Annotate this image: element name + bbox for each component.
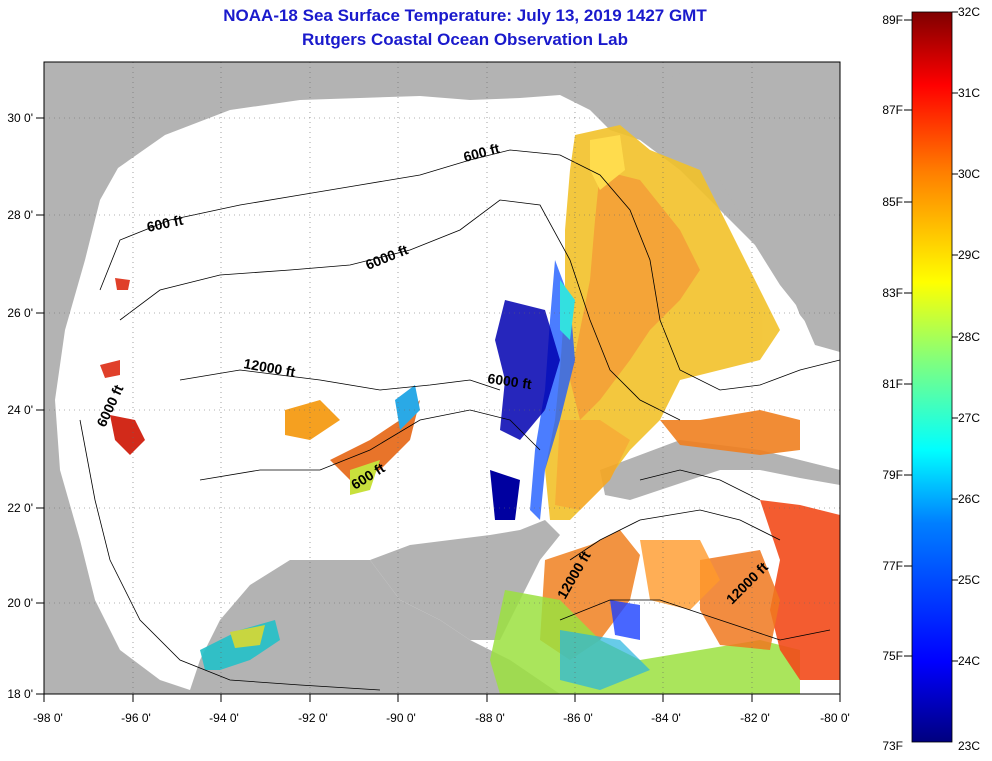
lat-label: 28 0'	[7, 208, 33, 222]
c-label: 32C	[958, 5, 980, 19]
f-label: 89F	[882, 13, 903, 27]
c-label: 25C	[958, 573, 980, 587]
c-label: 23C	[958, 739, 980, 753]
sst-swath-bay-campeche	[200, 620, 280, 670]
f-label: 73F	[882, 739, 903, 753]
map-title: NOAA-18 Sea Surface Temperature: July 13…	[223, 6, 707, 25]
lon-label: -86 0'	[563, 711, 593, 725]
lat-label: 20 0'	[7, 596, 33, 610]
c-label: 29C	[958, 248, 980, 262]
lon-label: -90 0'	[386, 711, 416, 725]
f-label: 75F	[882, 649, 903, 663]
bathymetry-contours	[79, 149, 840, 691]
contour-label: 600 ft	[145, 212, 184, 235]
colorbar-c-labels: 32C 31C 30C 29C 28C 27C 26C 25C 24C 23C	[958, 5, 980, 753]
lon-label: -88 0'	[475, 711, 505, 725]
sst-swath-caribbean	[640, 500, 840, 680]
lat-label: 30 0'	[7, 111, 33, 125]
f-label: 85F	[882, 195, 903, 209]
lon-label: -92 0'	[298, 711, 328, 725]
sst-swath-mexico-coast	[100, 278, 145, 455]
c-label: 31C	[958, 86, 980, 100]
lon-label: -80 0'	[820, 711, 850, 725]
lon-label: -98 0'	[33, 711, 63, 725]
sst-swath-cold-edge	[490, 260, 575, 520]
colorbar-ticks	[904, 11, 958, 662]
f-label: 79F	[882, 468, 903, 482]
c-label: 24C	[958, 654, 980, 668]
lat-labels: 30 0' 28 0' 26 0' 24 0' 22 0' 20 0' 18 0…	[7, 111, 33, 701]
lon-label: -94 0'	[209, 711, 239, 725]
f-label: 77F	[882, 559, 903, 573]
c-label: 28C	[958, 330, 980, 344]
f-label: 81F	[882, 377, 903, 391]
florida-land	[630, 62, 840, 345]
colorbar-f-labels: 89F 87F 85F 83F 81F 79F 77F 75F 73F	[882, 13, 903, 753]
sst-swath-yucatan-channel	[490, 530, 800, 694]
f-label: 87F	[882, 103, 903, 117]
c-label: 30C	[958, 167, 980, 181]
f-label: 83F	[882, 286, 903, 300]
c-label: 26C	[958, 492, 980, 506]
lat-label: 18 0'	[7, 687, 33, 701]
cuba-land	[600, 440, 840, 500]
c-label: 27C	[958, 411, 980, 425]
lon-label: -96 0'	[121, 711, 151, 725]
lon-labels: -98 0' -96 0' -94 0' -92 0' -90 0' -88 0…	[33, 711, 850, 725]
lon-label: -82 0'	[740, 711, 770, 725]
contour-label: 6000 ft	[487, 370, 533, 392]
lat-label: 26 0'	[7, 306, 33, 320]
colorbar	[911, 11, 953, 743]
grid-lines	[44, 62, 840, 694]
lat-label: 24 0'	[7, 403, 33, 417]
lon-label: -84 0'	[651, 711, 681, 725]
sst-swath-central-gulf	[285, 385, 420, 495]
sst-swath-florida-shelf	[545, 125, 800, 520]
lat-label: 22 0'	[7, 501, 33, 515]
map-subtitle: Rutgers Coastal Ocean Observation Lab	[302, 30, 628, 49]
axis-ticks	[36, 117, 841, 702]
map-frame	[43, 61, 841, 695]
